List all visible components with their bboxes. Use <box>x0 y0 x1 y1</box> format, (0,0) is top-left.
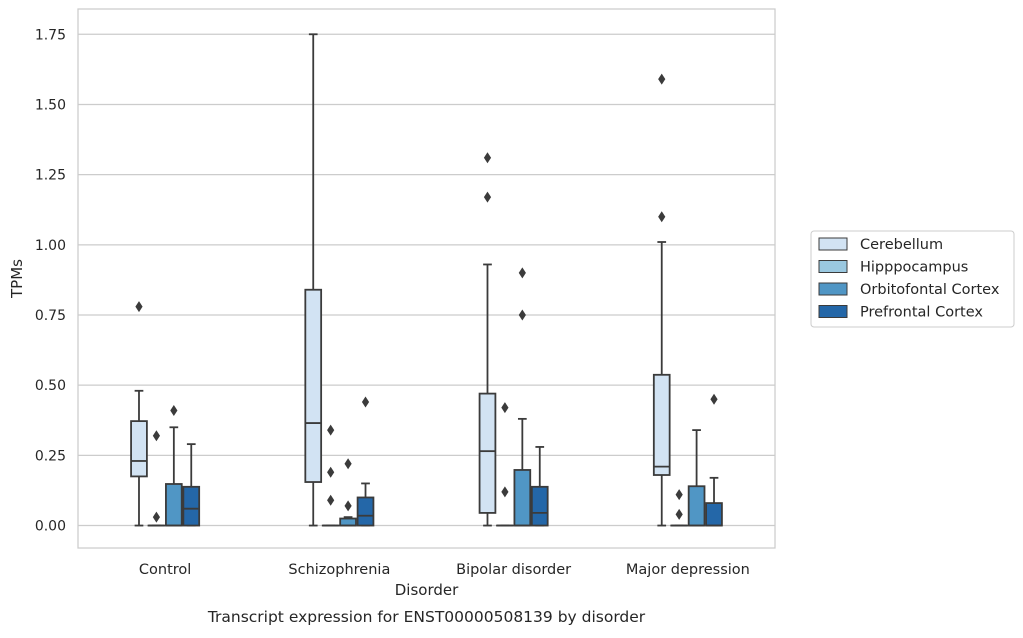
outlier-point <box>327 495 334 506</box>
y-tick-label: 1.50 <box>35 97 66 113</box>
box-iqr <box>654 375 670 475</box>
box-iqr <box>183 487 199 526</box>
outlier-point <box>327 425 334 436</box>
outlier-point <box>710 394 717 405</box>
box-hipppocampus <box>497 402 513 525</box>
outlier-point <box>676 509 683 520</box>
y-tick-label: 0.00 <box>35 519 66 535</box>
y-tick-label: 0.25 <box>35 448 66 464</box>
x-axis-ticks: Control Schizophrenia Bipolar disorder Majo… <box>139 562 750 578</box>
box-orbitofontal-cortex <box>514 267 530 525</box>
y-tick-label: 1.75 <box>35 27 66 43</box>
box-orbitofontal-cortex <box>340 458 356 525</box>
outlier-point <box>344 500 351 511</box>
box-iqr <box>706 503 722 525</box>
outlier-point <box>362 397 369 408</box>
legend-label: Prefrontal Cortex <box>860 305 983 321</box>
box-iqr <box>532 487 548 526</box>
legend-swatch <box>819 261 847 273</box>
legend-swatch <box>819 306 847 318</box>
legend-label: Hipppocampus <box>860 260 968 276</box>
outlier-point <box>519 309 526 320</box>
chart-caption: Transcript expression for ENST0000050813… <box>207 608 646 626</box>
outlier-point <box>658 211 665 222</box>
outlier-point <box>519 267 526 278</box>
x-axis-label: Disorder <box>395 581 459 599</box>
outlier-point <box>153 512 160 523</box>
legend: Cerebellum Hipppocampus Orbitofontal Corte… <box>811 231 1014 327</box>
box-cerebellum <box>480 152 496 525</box>
x-tick-label: Major depression <box>626 562 750 578</box>
x-tick-label: Bipolar disorder <box>456 562 571 578</box>
outlier-point <box>135 301 142 312</box>
y-tick-label: 1.00 <box>35 238 66 254</box>
y-tick-label: 1.25 <box>35 168 66 184</box>
box-iqr <box>340 519 356 526</box>
box-orbitofontal-cortex <box>166 405 182 526</box>
box-iqr <box>358 497 374 525</box>
outlier-point <box>658 74 665 85</box>
box-iqr <box>689 486 705 525</box>
outlier-point <box>501 486 508 497</box>
outlier-point <box>501 402 508 413</box>
legend-label: Cerebellum <box>860 237 943 253</box>
box-prefrontal-cortex <box>706 394 722 526</box>
y-tick-label: 0.75 <box>35 308 66 324</box>
box-prefrontal-cortex <box>532 447 548 526</box>
box-cerebellum <box>654 74 670 526</box>
box-iqr <box>480 394 496 513</box>
box-hipppocampus <box>323 425 339 526</box>
boxes <box>131 34 722 525</box>
x-tick-label: Control <box>139 562 191 578</box>
legend-swatch <box>819 283 847 295</box>
box-hipppocampus <box>149 430 165 525</box>
box-iqr <box>131 421 147 476</box>
y-axis-ticks: 0.00 0.25 0.50 0.75 1.00 1.25 1.50 1.75 <box>35 27 66 534</box>
outlier-point <box>153 430 160 441</box>
outlier-point <box>327 467 334 478</box>
outlier-point <box>676 489 683 500</box>
box-cerebellum <box>305 34 321 525</box>
outlier-point <box>484 152 491 163</box>
legend-label: Orbitofontal Cortex <box>860 282 1000 298</box>
box-iqr <box>305 290 321 482</box>
box-prefrontal-cortex <box>358 397 374 526</box>
y-axis-label: TPMs <box>8 259 26 299</box>
box-iqr <box>166 484 182 526</box>
outlier-point <box>484 192 491 203</box>
box-iqr <box>514 470 530 526</box>
outlier-point <box>344 458 351 469</box>
box-prefrontal-cortex <box>183 444 199 525</box>
outlier-point <box>170 405 177 416</box>
box-hipppocampus <box>671 489 687 525</box>
box-cerebellum <box>131 301 147 525</box>
box-orbitofontal-cortex <box>689 430 705 525</box>
y-tick-label: 0.50 <box>35 378 66 394</box>
x-tick-label: Schizophrenia <box>288 562 390 578</box>
legend-swatch <box>819 238 847 250</box>
